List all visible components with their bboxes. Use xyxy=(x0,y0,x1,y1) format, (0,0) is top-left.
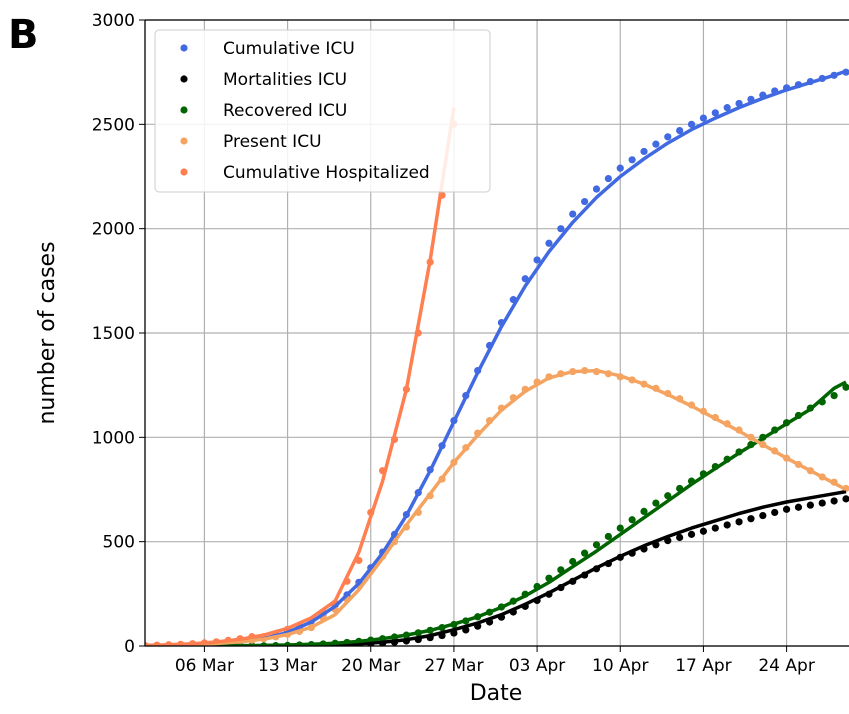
data-point xyxy=(794,503,803,511)
data-point xyxy=(699,114,708,122)
x-tick-label: 27 Mar xyxy=(424,656,483,676)
data-point xyxy=(806,501,814,509)
data-point xyxy=(842,383,849,391)
data-point xyxy=(592,541,601,549)
data-point xyxy=(771,508,779,517)
data-point xyxy=(652,499,660,507)
data-point xyxy=(842,495,849,503)
data-point xyxy=(628,516,636,524)
data-point xyxy=(723,104,731,112)
legend-box xyxy=(154,29,491,193)
data-point xyxy=(759,511,767,520)
fit-line xyxy=(145,368,847,646)
legend-label: Recovered ICU xyxy=(223,101,347,121)
data-point xyxy=(652,140,660,148)
legend-label: Mortalities ICU xyxy=(223,70,347,90)
data-point xyxy=(640,147,648,156)
data-point xyxy=(664,492,672,500)
y-tick-label: 2000 xyxy=(92,220,135,240)
data-point xyxy=(557,225,565,233)
x-tick-label: 03 Apr xyxy=(509,656,565,676)
data-point xyxy=(628,156,636,164)
axes-frame xyxy=(144,19,849,647)
x-tick-label: 13 Mar xyxy=(258,656,317,676)
data-point xyxy=(581,549,589,557)
data-point xyxy=(604,174,612,183)
legend-label: Present ICU xyxy=(223,132,322,152)
data-point xyxy=(581,197,589,206)
data-point xyxy=(604,532,612,541)
data-point xyxy=(569,557,577,566)
data-point xyxy=(699,527,708,535)
data-point xyxy=(664,133,672,141)
data-point xyxy=(687,120,696,128)
data-point xyxy=(616,524,624,532)
x-tick-label: 10 Apr xyxy=(592,656,648,676)
legend-marker xyxy=(180,168,188,176)
data-point xyxy=(592,185,601,193)
y-tick-label: 3000 xyxy=(92,11,135,31)
data-point xyxy=(616,164,624,172)
data-point xyxy=(676,533,684,542)
legend-label: Cumulative Hospitalized xyxy=(223,163,430,183)
legend-marker xyxy=(180,137,188,145)
data-point xyxy=(545,239,553,247)
data-point xyxy=(830,497,838,505)
fit-line xyxy=(145,107,456,646)
data-point xyxy=(676,126,684,135)
data-point xyxy=(640,507,648,516)
x-axis-label: Date xyxy=(470,681,523,706)
data-point xyxy=(711,524,719,532)
x-tick-label: 06 Mar xyxy=(175,656,234,676)
data-point xyxy=(723,521,731,529)
legend-marker xyxy=(180,44,188,52)
data-point xyxy=(533,256,541,264)
y-tick-label: 500 xyxy=(103,533,135,553)
legend: Cumulative ICU Mortalities ICU Recovered I… xyxy=(154,29,491,193)
x-tick-label: 24 Apr xyxy=(758,656,814,676)
fit-line xyxy=(145,489,847,646)
legend-marker xyxy=(180,75,188,83)
data-point xyxy=(711,109,719,117)
plot-area xyxy=(145,68,849,646)
data-point xyxy=(830,392,838,400)
legend-label: Cumulative ICU xyxy=(223,39,355,59)
x-tick-label: 17 Apr xyxy=(675,656,731,676)
data-point xyxy=(735,518,743,526)
data-point xyxy=(782,505,791,513)
panel-label: B xyxy=(8,12,39,58)
data-point xyxy=(747,515,755,523)
legend-marker xyxy=(180,106,188,114)
y-tick-label: 1000 xyxy=(92,428,135,448)
y-tick-label: 2500 xyxy=(92,115,135,135)
data-point xyxy=(818,499,826,507)
y-axis-label: number of cases xyxy=(35,241,60,424)
y-tick-label: 0 xyxy=(124,637,135,657)
x-tick-label: 20 Mar xyxy=(341,656,400,676)
data-point xyxy=(687,530,696,538)
data-point xyxy=(569,210,577,218)
y-tick-label: 1500 xyxy=(92,324,135,344)
